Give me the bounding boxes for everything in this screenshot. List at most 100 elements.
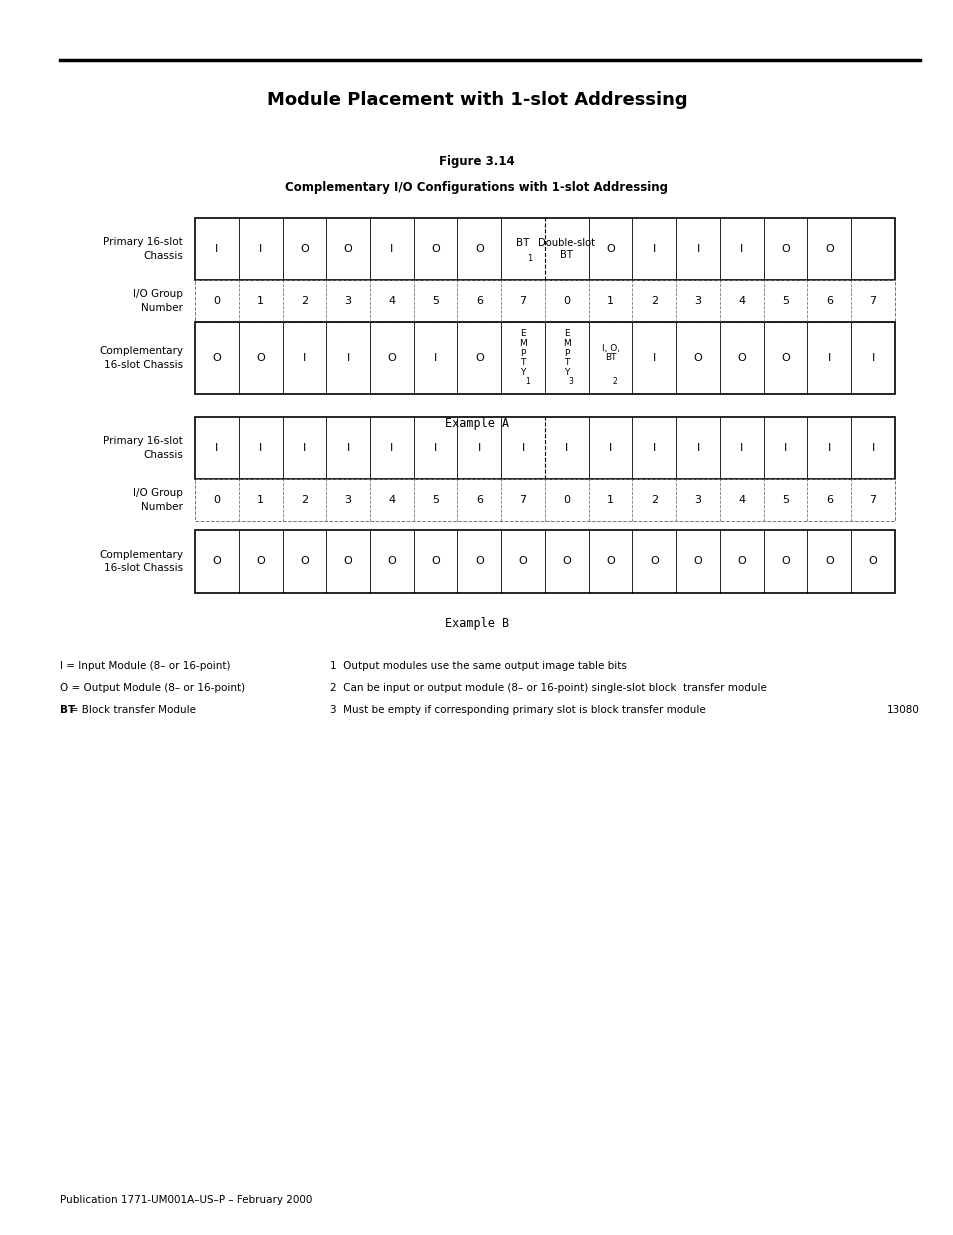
Text: BT: BT — [60, 705, 75, 715]
Text: 13080: 13080 — [886, 705, 919, 715]
Text: 1: 1 — [527, 254, 532, 263]
Text: Complementary
16-slot Chassis: Complementary 16-slot Chassis — [99, 550, 183, 573]
Text: 0: 0 — [563, 296, 570, 306]
Text: 2: 2 — [650, 296, 658, 306]
Text: O: O — [256, 353, 265, 363]
Text: Primary 16-slot
Chassis: Primary 16-slot Chassis — [103, 237, 183, 261]
Text: I: I — [390, 443, 393, 453]
Text: I: I — [652, 245, 656, 254]
Text: I: I — [871, 443, 874, 453]
Bar — [194, 322, 894, 394]
Text: Publication 1771-UM001A–US–P – February 2000: Publication 1771-UM001A–US–P – February … — [60, 1195, 312, 1205]
Text: I/O Group
Number: I/O Group Number — [133, 289, 183, 312]
Text: O: O — [693, 353, 701, 363]
Text: 1  Output modules use the same output image table bits: 1 Output modules use the same output ima… — [330, 661, 626, 671]
Text: 2: 2 — [300, 296, 308, 306]
Text: 3: 3 — [568, 377, 573, 387]
Text: I: I — [740, 245, 742, 254]
Text: I: I — [696, 443, 699, 453]
Text: O: O — [562, 556, 571, 567]
Text: 6: 6 — [825, 296, 832, 306]
Text: I: I — [302, 353, 306, 363]
Text: O: O — [387, 353, 395, 363]
Bar — [194, 417, 894, 479]
Text: I: I — [346, 443, 350, 453]
Text: Complementary I/O Configurations with 1-slot Addressing: Complementary I/O Configurations with 1-… — [285, 180, 668, 194]
Text: 0: 0 — [213, 495, 220, 505]
Text: 1: 1 — [257, 296, 264, 306]
Text: O: O — [475, 556, 483, 567]
Text: 1: 1 — [606, 296, 614, 306]
Text: O: O — [213, 353, 221, 363]
Text: 1: 1 — [606, 495, 614, 505]
Text: I: I — [390, 245, 393, 254]
Bar — [194, 530, 894, 593]
Text: O: O — [824, 245, 833, 254]
Text: O: O — [213, 556, 221, 567]
Text: 1: 1 — [524, 377, 529, 387]
Text: 5: 5 — [781, 296, 788, 306]
Text: O: O — [431, 245, 439, 254]
Text: I: I — [215, 245, 218, 254]
Text: Complementary
16-slot Chassis: Complementary 16-slot Chassis — [99, 346, 183, 369]
Text: 0: 0 — [213, 296, 220, 306]
Text: I: I — [565, 443, 568, 453]
Text: I: I — [258, 245, 262, 254]
Text: 1: 1 — [257, 495, 264, 505]
Text: O: O — [387, 556, 395, 567]
Text: 0: 0 — [563, 495, 570, 505]
Text: E
M
P
T
Y: E M P T Y — [518, 329, 526, 377]
Text: 3: 3 — [694, 495, 700, 505]
Text: I: I — [215, 443, 218, 453]
Text: 4: 4 — [738, 296, 744, 306]
Text: O: O — [781, 556, 789, 567]
Text: O: O — [256, 556, 265, 567]
Text: 2: 2 — [612, 377, 617, 387]
Text: 3  Must be empty if corresponding primary slot is block transfer module: 3 Must be empty if corresponding primary… — [330, 705, 705, 715]
Text: I: I — [696, 245, 699, 254]
Text: O: O — [737, 556, 745, 567]
Text: O: O — [299, 245, 309, 254]
Text: 4: 4 — [388, 296, 395, 306]
Text: I: I — [302, 443, 306, 453]
Text: Example A: Example A — [444, 417, 509, 431]
Text: 4: 4 — [738, 495, 744, 505]
Text: 5: 5 — [432, 495, 438, 505]
Text: = Block transfer Module: = Block transfer Module — [60, 705, 195, 715]
Text: O: O — [868, 556, 877, 567]
Text: O: O — [693, 556, 701, 567]
Text: 2: 2 — [650, 495, 658, 505]
Text: 5: 5 — [781, 495, 788, 505]
Text: I: I — [827, 443, 830, 453]
Text: I: I — [258, 443, 262, 453]
Text: I: I — [434, 443, 436, 453]
Text: 3: 3 — [694, 296, 700, 306]
Text: I: I — [783, 443, 786, 453]
Text: 6: 6 — [476, 296, 482, 306]
Text: O: O — [299, 556, 309, 567]
Text: Primary 16-slot
Chassis: Primary 16-slot Chassis — [103, 436, 183, 459]
Text: BT: BT — [516, 238, 529, 248]
Text: O: O — [781, 245, 789, 254]
Text: Figure 3.14: Figure 3.14 — [438, 156, 515, 168]
Text: I: I — [608, 443, 612, 453]
Text: 2: 2 — [300, 495, 308, 505]
Text: O: O — [824, 556, 833, 567]
Text: 7: 7 — [519, 495, 526, 505]
Text: I: I — [652, 443, 656, 453]
Text: O: O — [343, 556, 352, 567]
Text: O: O — [518, 556, 527, 567]
Text: 6: 6 — [476, 495, 482, 505]
Text: 7: 7 — [519, 296, 526, 306]
Text: 4: 4 — [388, 495, 395, 505]
Text: I: I — [521, 443, 524, 453]
Text: O: O — [343, 245, 352, 254]
Text: O: O — [605, 556, 615, 567]
Text: I: I — [434, 353, 436, 363]
Text: O: O — [605, 245, 615, 254]
Text: I: I — [740, 443, 742, 453]
Text: I: I — [652, 353, 656, 363]
Text: I/O Group
Number: I/O Group Number — [133, 488, 183, 511]
Text: O: O — [781, 353, 789, 363]
Text: O: O — [475, 245, 483, 254]
